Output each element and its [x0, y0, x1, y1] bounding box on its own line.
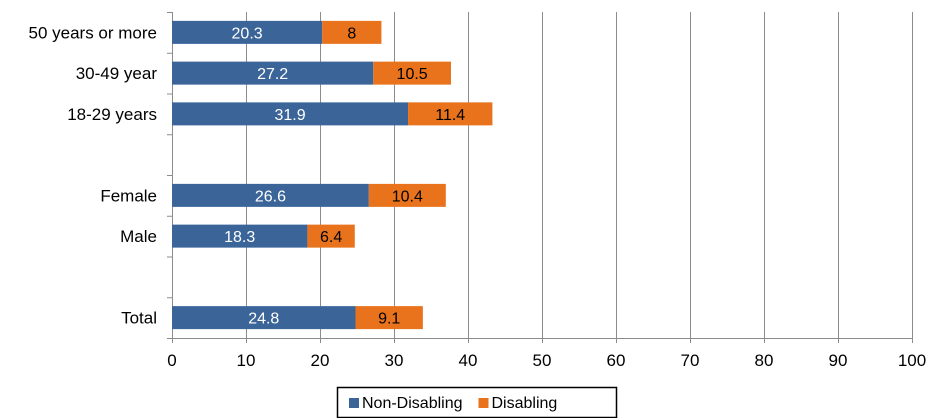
bar-value-label-1-1: 10.5 — [397, 66, 428, 83]
x-tick-label-100: 100 — [898, 351, 926, 370]
x-tick-label-30: 30 — [385, 351, 404, 370]
category-label-1: 30-49 year — [76, 64, 158, 83]
bar-value-label-1-0: 8 — [347, 25, 356, 42]
category-label-5: Male — [120, 227, 157, 246]
category-label-7: Total — [121, 309, 157, 328]
bar-value-label-0-1: 27.2 — [257, 66, 288, 83]
grid-lines — [247, 12, 913, 338]
x-tick-label-20: 20 — [311, 351, 330, 370]
category-label-0: 50 years or more — [29, 23, 158, 42]
legend: Non-Disabling Disabling — [338, 388, 617, 418]
bar-value-label-1-2: 11.4 — [435, 107, 465, 124]
bar-value-label-1-5: 6.4 — [320, 229, 342, 246]
bar-value-label-0-5: 18.3 — [224, 229, 255, 246]
bar-value-label-0-4: 26.6 — [255, 188, 286, 205]
x-tick-label-0: 0 — [167, 351, 176, 370]
bar-value-label-0-0: 20.3 — [232, 25, 263, 42]
legend-label-0: Non-Disabling — [362, 395, 463, 412]
x-tick-label-50: 50 — [533, 351, 552, 370]
x-tick-label-40: 40 — [459, 351, 478, 370]
x-tick-label-10: 10 — [237, 351, 256, 370]
x-tick-label-80: 80 — [755, 351, 774, 370]
bar-value-label-0-2: 31.9 — [274, 107, 305, 124]
bar-value-label-1-7: 9.1 — [378, 311, 400, 328]
legend-swatch-1 — [479, 398, 489, 408]
category-label-4: Female — [100, 186, 157, 205]
x-tick-label-90: 90 — [829, 351, 848, 370]
x-tick-label-70: 70 — [681, 351, 700, 370]
category-labels: 50 years or more 30-49 year 18-29 years Fem… — [29, 23, 158, 327]
bar-value-label-1-4: 10.4 — [392, 188, 423, 205]
category-label-2: 18-29 years — [67, 105, 157, 124]
legend-swatch-0 — [349, 398, 359, 408]
bars — [172, 21, 492, 329]
x-tick-label-60: 60 — [607, 351, 626, 370]
legend-label-1: Disabling — [492, 395, 558, 412]
x-tick-labels: 0 10 20 30 40 50 60 70 80 90 100 — [167, 351, 926, 370]
bar-value-label-0-7: 24.8 — [248, 311, 279, 328]
